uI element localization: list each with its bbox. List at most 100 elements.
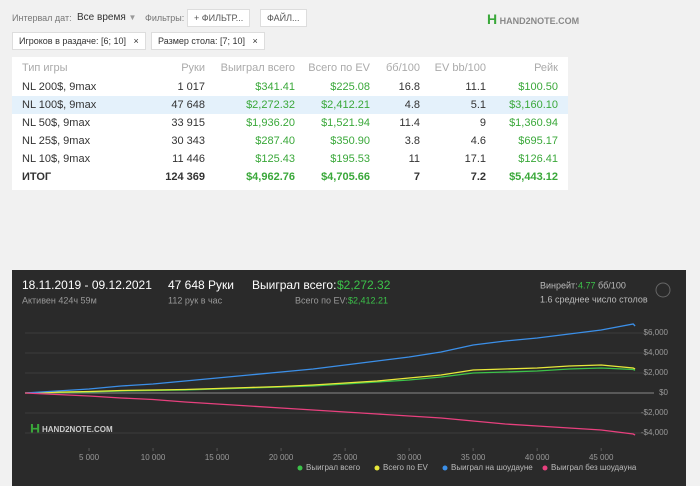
chip-text: Размер стола: [7; 10] — [158, 36, 246, 46]
chart-panel: 18.11.2019 - 09.12.2021 Активен 424ч 59м… — [12, 270, 686, 486]
legend-label: Выиграл без шоудауна — [551, 463, 637, 472]
won-label: Выиграл всего: — [252, 278, 336, 292]
x-tick-label: 5 000 — [79, 453, 100, 462]
filter-button[interactable]: + ФИЛЬТР... — [187, 9, 251, 27]
chip[interactable]: Размер стола: [7; 10] × — [151, 32, 265, 50]
logo-text: HAND2NOTE.COM — [499, 16, 580, 26]
table-cell: NL 100$, 9max — [22, 99, 97, 111]
table-cell: 11 — [408, 153, 420, 165]
active-time: Активен 424ч 59м — [22, 295, 97, 305]
table-cell: Всего по EV — [308, 62, 370, 74]
table-cell: 9 — [479, 117, 486, 129]
table-cell: 17.1 — [464, 153, 486, 165]
table-cell: 11 446 — [172, 153, 205, 165]
caret: ▼ — [128, 13, 137, 22]
table-cell: $1,521.94 — [321, 117, 370, 129]
table-cell: $1,360.94 — [509, 117, 558, 129]
x-tick-label: 25 000 — [333, 453, 358, 462]
table-cell: $4,962.76 — [246, 171, 295, 183]
y-tick-label: $0 — [659, 388, 668, 397]
x-tick-label: 40 000 — [525, 453, 550, 462]
file-button[interactable]: ФАЙЛ... — [260, 9, 307, 27]
x-tick-label: 30 000 — [397, 453, 422, 462]
table-cell: Руки — [181, 62, 205, 74]
ev-value: $2,412.21 — [348, 295, 388, 305]
date-label: Интервал дат: — [12, 13, 72, 23]
settings-icon[interactable] — [655, 282, 671, 298]
table-cell: Рейк — [534, 62, 558, 74]
table-cell: ИТОГ — [22, 171, 52, 183]
logo-icon: H — [487, 11, 498, 27]
table-cell: $126.41 — [518, 153, 558, 165]
table-cell: 11.4 — [399, 117, 420, 129]
table-cell: 1 017 — [177, 81, 205, 93]
table-cell: $195.53 — [330, 153, 370, 165]
y-tick-label: -$2,000 — [641, 408, 669, 417]
table-cell: бб/100 — [385, 62, 420, 74]
table-cell: $1,936.20 — [246, 117, 295, 129]
hands-per-hour: 112 рук в час — [168, 295, 223, 305]
winrate-label: Винрейт: — [540, 280, 578, 290]
table-cell: $3,160.10 — [509, 99, 558, 111]
table-cell: NL 50$, 9max — [22, 117, 91, 129]
x-tick-label: 10 000 — [141, 453, 166, 462]
legend-label: Всего по EV — [383, 463, 429, 472]
watermark-icon: H — [30, 421, 40, 437]
row-highlight — [12, 96, 568, 114]
date-select[interactable]: Все время ▼ — [77, 12, 136, 23]
table-cell: 4.8 — [404, 99, 420, 111]
series-line — [24, 367, 636, 394]
table-cell: $4,705.66 — [321, 171, 370, 183]
chart: 18.11.2019 - 09.12.2021 Активен 424ч 59м… — [22, 278, 671, 472]
table-cell: $695.17 — [518, 135, 558, 147]
legend-label: Выиграл на шоудауне — [451, 463, 533, 472]
table-cell: 7 — [413, 171, 420, 183]
winrate-unit: бб/100 — [598, 280, 626, 290]
table-cell: $341.41 — [255, 81, 295, 93]
logo: H HAND2NOTE.COM — [487, 11, 579, 27]
y-tick-label: $6,000 — [644, 328, 669, 337]
table-cell: $5,443.12 — [509, 171, 558, 183]
winrate-value: 4.77 — [578, 280, 596, 290]
table-cell: NL 200$, 9max — [22, 81, 97, 93]
table-cell: $125.43 — [255, 153, 295, 165]
x-tick-label: 35 000 — [461, 453, 486, 462]
table-cell: NL 25$, 9max — [22, 135, 91, 147]
dates: 18.11.2019 - 09.12.2021 — [22, 278, 152, 292]
legend-swatch — [297, 465, 303, 471]
table-cell: 30 343 — [171, 135, 205, 147]
table-cell: 5.1 — [470, 99, 486, 111]
legend-swatch — [374, 465, 380, 471]
table-cell: $287.40 — [255, 135, 295, 147]
y-tick-label: $4,000 — [644, 348, 669, 357]
table-cell: $225.08 — [330, 81, 370, 93]
won-value: $2,272.32 — [337, 278, 391, 292]
legend-swatch — [542, 465, 548, 471]
table-cell: 4.6 — [470, 135, 486, 147]
chip[interactable]: Игроков в раздаче: [6; 10] × — [12, 32, 146, 50]
table-cell: 11.1 — [465, 81, 486, 93]
table-cell: EV bb/100 — [434, 62, 486, 74]
table-cell: $2,412.21 — [321, 99, 370, 111]
filters-label: Фильтры: — [145, 13, 185, 23]
ev-label: Всего по EV: — [295, 295, 348, 305]
stats-table: Тип игры Руки Выиграл всего Всего по EV бб/1… — [12, 57, 568, 190]
table-cell: $100.50 — [518, 81, 558, 93]
table-cell: NL 10$, 9max — [22, 153, 91, 165]
table-cell: 16.8 — [398, 81, 420, 93]
table-cell: 47 648 — [171, 99, 205, 111]
watermark: HAND2NOTE.COM — [42, 425, 113, 434]
date-value: Все время — [77, 12, 126, 23]
series-line — [24, 392, 636, 436]
table-cell: $350.90 — [330, 135, 370, 147]
table-cell: 7.2 — [470, 171, 486, 183]
table-cell: 33 915 — [171, 117, 205, 129]
y-tick-label: $2,000 — [644, 368, 669, 377]
hands: 47 648 Руки — [168, 278, 234, 292]
table-cell: 3.8 — [404, 135, 420, 147]
legend-swatch — [442, 465, 448, 471]
table-cell: 124 369 — [165, 171, 205, 183]
series-line — [24, 364, 636, 394]
table-cell: $2,272.32 — [246, 99, 295, 111]
